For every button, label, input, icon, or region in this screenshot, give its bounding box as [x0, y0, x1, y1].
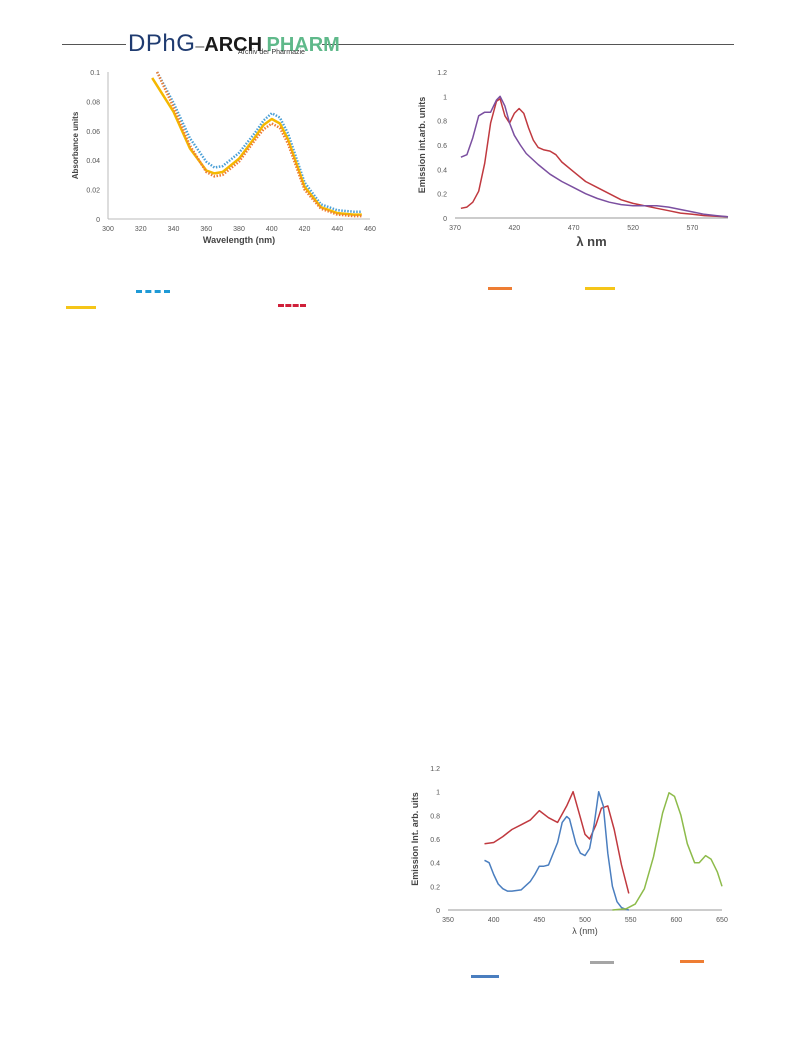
y-axis-label: Emission int.arb. units: [417, 97, 427, 194]
y-axis-label: Absorbance units: [71, 111, 80, 179]
header-rule-right: [322, 44, 734, 45]
x-tick-label: 460: [364, 226, 376, 233]
x-tick-label: 360: [200, 226, 212, 233]
x-tick-label: 370: [449, 225, 461, 232]
series-line-2: [612, 792, 723, 911]
series-line-0: [484, 790, 630, 894]
y-tick-label: 0.8: [437, 119, 447, 126]
legend-swatch-red-dashed: [278, 304, 306, 307]
absorbance-plot: 300 320 340 360 380 400 420 440 460 0 0.02 0.04 0.06…: [71, 70, 376, 245]
header-rule-left: [62, 44, 126, 45]
legend-swatch-orange: [488, 287, 512, 290]
legend-swatch-blue: [471, 975, 499, 978]
emission-chart-1: 370 420 470 520 570 0 0.2 0.4 0.6 0.8 1 1.2 λ nm Emis…: [417, 70, 729, 249]
x-tick-label: 500: [579, 917, 591, 924]
emission-plot-2: 350 400 450 500 550 600 650 0 0.2 0.4 0.6 0.8 1 1.2 λ …: [410, 766, 728, 936]
journal-logo: DPhG–ARCH PHARM: [128, 30, 340, 57]
x-tick-label: 450: [533, 917, 545, 924]
y-tick-label: 0.4: [437, 167, 447, 174]
x-axis-label: Wavelength (nm): [203, 235, 275, 245]
series-line-1: [460, 95, 729, 218]
x-tick-label: 440: [331, 226, 343, 233]
y-tick-label: 0.02: [86, 188, 100, 195]
emission-chart-2: 350 400 450 500 550 600 650 0 0.2 0.4 0.6 0.8 1 1.2 λ …: [410, 766, 728, 936]
y-tick-label: 1.2: [437, 70, 447, 77]
x-tick-label: 420: [299, 226, 311, 233]
legend-swatch-gray: [590, 961, 614, 964]
logo-arch: ARCH: [204, 34, 263, 56]
logo-subtitle: Archiv der Pharmazie: [238, 49, 305, 56]
y-tick-label: 0.04: [86, 158, 100, 165]
y-tick-label: 0.1: [90, 70, 100, 77]
y-tick-label: 0.08: [86, 99, 100, 106]
x-tick-label: 550: [625, 917, 637, 924]
logo-dphg: DPhG: [128, 30, 196, 57]
y-tick-label: 0.2: [430, 884, 440, 891]
absorbance-chart: 300 320 340 360 380 400 420 440 460 0 0.02 0.04 0.06…: [71, 70, 376, 245]
series-line-0: [460, 98, 729, 218]
emission-plot-1: 370 420 470 520 570 0 0.2 0.4 0.6 0.8 1 1.2 λ nm Emis…: [417, 70, 729, 249]
series-line-1: [484, 790, 629, 911]
y-tick-label: 0: [96, 217, 100, 224]
x-tick-label: 600: [670, 917, 682, 924]
legend-swatch-yellow: [66, 306, 96, 309]
logo-dash: –: [195, 38, 205, 55]
y-tick-label: 0.6: [430, 837, 440, 844]
x-tick-label: 420: [509, 225, 521, 232]
series-line-1: [151, 77, 362, 216]
y-tick-label: 0.06: [86, 129, 100, 136]
legend-swatch-yellow-2: [585, 287, 615, 290]
legend-swatch-orange-2: [680, 960, 704, 963]
x-tick-label: 650: [716, 917, 728, 924]
logo-pharm: PHARM: [266, 34, 340, 56]
legend-swatch-blue-dashed: [136, 290, 170, 293]
x-tick-label: 300: [102, 226, 114, 233]
y-tick-label: 1: [436, 790, 440, 797]
x-tick-label: 340: [168, 226, 180, 233]
y-tick-label: 0: [436, 908, 440, 915]
x-axis-label: λ (nm): [572, 926, 598, 936]
y-tick-label: 1: [443, 94, 447, 101]
y-tick-label: 0.2: [437, 192, 447, 199]
x-tick-label: 570: [687, 225, 699, 232]
x-tick-label: 470: [568, 225, 580, 232]
y-tick-label: 1.2: [430, 766, 440, 773]
x-tick-label: 350: [442, 917, 454, 924]
x-tick-label: 520: [627, 225, 639, 232]
y-tick-label: 0: [443, 216, 447, 223]
x-tick-label: 380: [233, 226, 245, 233]
x-tick-label: 320: [135, 226, 147, 233]
x-tick-label: 400: [488, 917, 500, 924]
y-tick-label: 0.6: [437, 143, 447, 150]
series-line-0: [155, 71, 362, 213]
x-axis-label: λ nm: [576, 234, 606, 249]
y-axis-label: Emission Int. arb. uits: [410, 792, 420, 886]
y-tick-label: 0.8: [430, 813, 440, 820]
y-tick-label: 0.4: [430, 861, 440, 868]
x-tick-label: 400: [266, 226, 278, 233]
